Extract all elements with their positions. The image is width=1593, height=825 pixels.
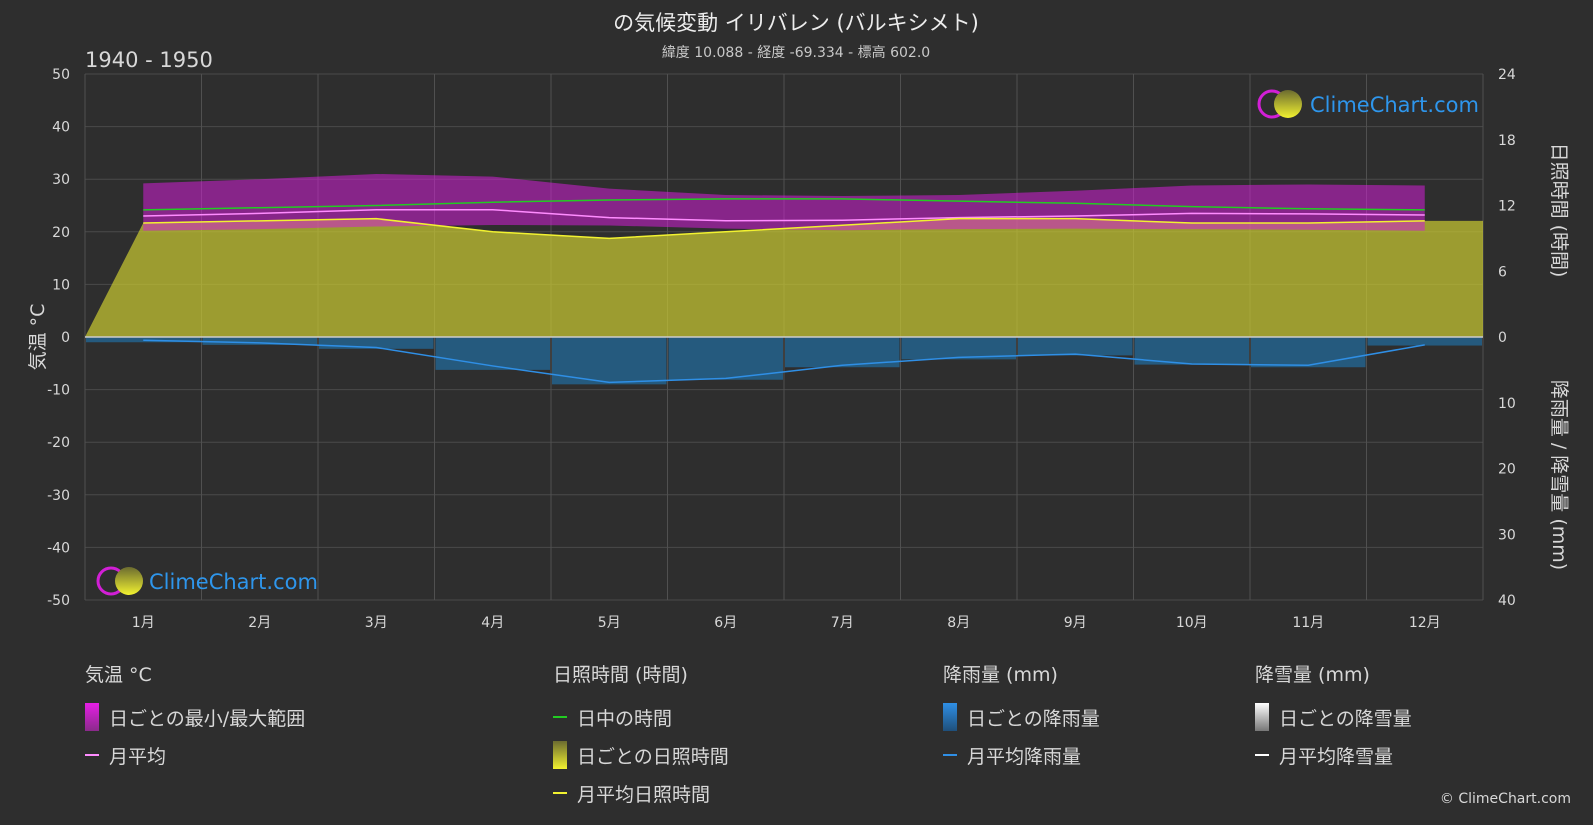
y2-tick-label: 10: [1498, 396, 1516, 412]
y-tick-label: 10: [52, 277, 70, 293]
y-tick-label: -20: [47, 435, 70, 451]
logo-text: ClimeChart.com: [1310, 93, 1479, 117]
rain-swatch-icon: [943, 703, 957, 731]
copyright: © ClimeChart.com: [1439, 791, 1571, 807]
rain-bar: [668, 337, 783, 380]
line-swatch-icon: [85, 754, 99, 756]
legend-item: 月平均降雨量: [943, 736, 1100, 774]
legend-temperature: 気温 °C 日ごとの最小/最大範囲 月平均: [85, 660, 305, 774]
y2-tick-label: 30: [1498, 527, 1516, 543]
x-tick-label: 5月: [598, 615, 621, 631]
legend-rain: 降雨量 (mm) 日ごとの降雨量 月平均降雨量: [943, 660, 1100, 774]
rain-bar: [1251, 337, 1366, 368]
y2-tick-label: 24: [1498, 67, 1516, 83]
rain-bar: [901, 337, 1016, 360]
y2-tick-label: 0: [1498, 330, 1507, 346]
legend-item: 日ごとの降雨量: [943, 698, 1100, 736]
legend-heading: 降雪量 (mm): [1255, 664, 1370, 686]
logo-sun-icon: [115, 567, 143, 595]
x-tick-label: 4月: [481, 615, 504, 631]
range-swatch-icon: [85, 703, 99, 731]
line-swatch-icon: [553, 716, 567, 718]
legend-heading: 降雨量 (mm): [943, 664, 1058, 686]
sunshine-mean-line: [143, 217, 1425, 240]
y-tick-label: 40: [52, 120, 70, 136]
x-tick-label: 9月: [1064, 615, 1087, 631]
y-tick-label: -30: [47, 488, 70, 504]
y-tick-label: 0: [61, 330, 70, 346]
chart-subtitle: 緯度 10.088 - 経度 -69.334 - 標高 602.0: [662, 44, 930, 61]
x-tick-label: 12月: [1409, 615, 1441, 631]
line-swatch-icon: [943, 754, 957, 756]
axes: 50 40 30 20 10 0 -10 -20 -30 -40 -50 24 18 12 6 0 10 20 30…: [47, 67, 1516, 631]
y2-tick-label: 6: [1498, 264, 1507, 280]
legend-label: 日ごとの降雨量: [967, 707, 1100, 730]
y-tick-label: 50: [52, 67, 70, 83]
rain-bar: [1367, 337, 1482, 346]
x-tick-label: 10月: [1176, 615, 1208, 631]
plot-area: [85, 173, 1483, 385]
legend-snow: 降雪量 (mm) 日ごとの降雪量 月平均降雪量: [1255, 660, 1412, 774]
legend-label: 日ごとの最小/最大範囲: [109, 707, 306, 730]
legend-heading: 日照時間 (時間): [553, 664, 688, 686]
rain-bar: [435, 337, 550, 370]
legend-item: 月平均降雪量: [1255, 736, 1412, 774]
rain-bar: [1018, 337, 1133, 356]
sunshine-area: [85, 218, 1483, 337]
y-tick-label: -50: [47, 593, 70, 609]
x-tick-label: 8月: [947, 615, 970, 631]
legend-item: 月平均日照時間: [553, 774, 729, 812]
x-tick-label: 3月: [365, 615, 388, 631]
y2-axis-label-sun: 日照時間 (時間): [1548, 143, 1570, 278]
y2-axis-label-precip: 降雨量 / 降雪量 (mm): [1548, 380, 1570, 570]
legend-label: 日ごとの日照時間: [577, 745, 729, 768]
legend-item: 日中の時間: [553, 698, 729, 736]
legend-label: 日中の時間: [577, 707, 673, 730]
logo-top: ClimeChart.com: [1257, 89, 1479, 119]
chart-title: の気候変動 イリバレン (バルキシメト): [613, 11, 979, 35]
logo-sun-icon: [1274, 90, 1302, 118]
rain-bar: [202, 337, 317, 345]
logo-text: ClimeChart.com: [149, 570, 318, 594]
y2-tick-label: 18: [1498, 133, 1516, 149]
logo-bottom: ClimeChart.com: [96, 566, 318, 596]
x-tick-label: 11月: [1292, 615, 1324, 631]
legend-label: 月平均日照時間: [577, 783, 711, 806]
y-tick-label: -10: [47, 383, 70, 399]
x-tick-label: 2月: [248, 615, 271, 631]
legend-item: 月平均: [85, 736, 305, 774]
y2-tick-label: 20: [1498, 462, 1516, 478]
y-tick-label: 30: [52, 172, 70, 188]
period-label: 1940 - 1950: [85, 48, 213, 72]
x-tick-label: 7月: [831, 615, 854, 631]
legend-heading: 気温 °C: [85, 664, 152, 686]
legend-sunshine: 日照時間 (時間) 日中の時間 日ごとの日照時間 月平均日照時間: [553, 660, 729, 812]
line-swatch-icon: [553, 792, 567, 794]
y-tick-label: 20: [52, 225, 70, 241]
daylight-line: [143, 198, 1425, 211]
x-tick-label: 1月: [132, 615, 155, 631]
y2-tick-label: 40: [1498, 593, 1516, 609]
snow-swatch-icon: [1255, 703, 1269, 731]
x-tick-label: 6月: [714, 615, 737, 631]
legend-label: 月平均降雪量: [1279, 745, 1394, 768]
y-tick-label: -40: [47, 540, 70, 556]
legend-label: 日ごとの降雪量: [1279, 707, 1412, 730]
line-swatch-icon: [1255, 754, 1269, 756]
temperature-range-band: [143, 173, 1425, 231]
temperature-mean-line: [143, 208, 1425, 222]
rain-bar: [319, 337, 434, 349]
legend-label: 月平均: [109, 745, 167, 768]
y-axis-label: 気温 °C: [27, 304, 49, 371]
legend-item: 日ごとの日照時間: [553, 736, 729, 774]
legend-item: 日ごとの降雪量: [1255, 698, 1412, 736]
y2-tick-label: 12: [1498, 199, 1516, 215]
rain-bar: [86, 337, 201, 343]
rain-mean-line: [143, 339, 1425, 384]
legend-label: 月平均降雨量: [967, 745, 1082, 768]
legend-item: 日ごとの最小/最大範囲: [85, 698, 305, 736]
sunshine-swatch-icon: [553, 741, 567, 769]
